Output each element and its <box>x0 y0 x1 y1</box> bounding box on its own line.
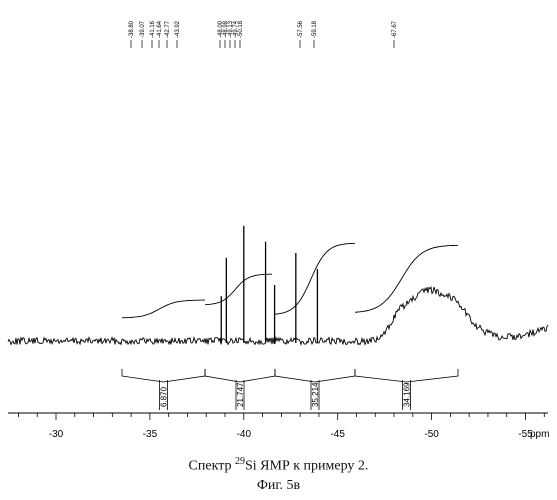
integral-bracket <box>205 369 275 382</box>
x-tick-label: -45 <box>330 429 345 440</box>
peak-label: -41.64 <box>157 20 163 38</box>
integral-bracket <box>275 369 355 382</box>
x-tick-label: -35 <box>143 429 158 440</box>
figure-number: Фиг. 5в <box>0 478 557 494</box>
integral-curves <box>122 243 458 317</box>
x-tick-label: -40 <box>237 429 252 440</box>
peak-label: -41.16 <box>150 20 156 38</box>
peak-label: -50.18 <box>238 20 244 38</box>
peak-label: -43.92 <box>175 20 181 38</box>
integral-curve <box>275 243 355 314</box>
peak-label: -42.77 <box>165 20 171 38</box>
spectrum-trace <box>8 287 548 345</box>
x-tick-label: -30 <box>49 429 64 440</box>
integral-value: 34.169 <box>403 382 412 407</box>
integral-curve <box>122 300 205 318</box>
peak-label: -38.80 <box>129 20 135 38</box>
x-ticks: -30-35-40-45-50-55-60-65-70-75-80 <box>18 413 557 440</box>
caption-prefix: Спектр <box>189 459 235 474</box>
peak-label: -67.67 <box>392 20 398 38</box>
integral-bracket <box>355 369 458 382</box>
peak-label: -57.56 <box>298 20 304 38</box>
integral-value: 6.870 <box>160 386 169 407</box>
peak-labels: -38.80-39.07-41.16-41.64-42.77-43.92-48.… <box>129 20 398 48</box>
integral-bracket <box>122 369 205 382</box>
integral-curve <box>205 274 272 305</box>
integral-brackets: 6.870 21.747 35.214 34.169 <box>122 369 458 410</box>
x-tick-label: -50 <box>424 429 439 440</box>
integral-value: 35.214 <box>311 382 320 407</box>
caption-isotope-mass: 29 <box>235 456 245 467</box>
x-axis-unit-label: ppm <box>530 429 549 440</box>
integral-value: 21.747 <box>236 382 245 407</box>
caption-rest: Si ЯМР к примеру 2. <box>245 459 368 474</box>
figure-caption: Спектр 29Si ЯМР к примеру 2. <box>0 456 557 475</box>
peak-label: -59.18 <box>312 20 318 38</box>
peak-label: -39.07 <box>140 20 146 38</box>
nmr-spectrum-figure: -38.80-39.07-41.16-41.64-42.77-43.92-48.… <box>0 0 557 450</box>
